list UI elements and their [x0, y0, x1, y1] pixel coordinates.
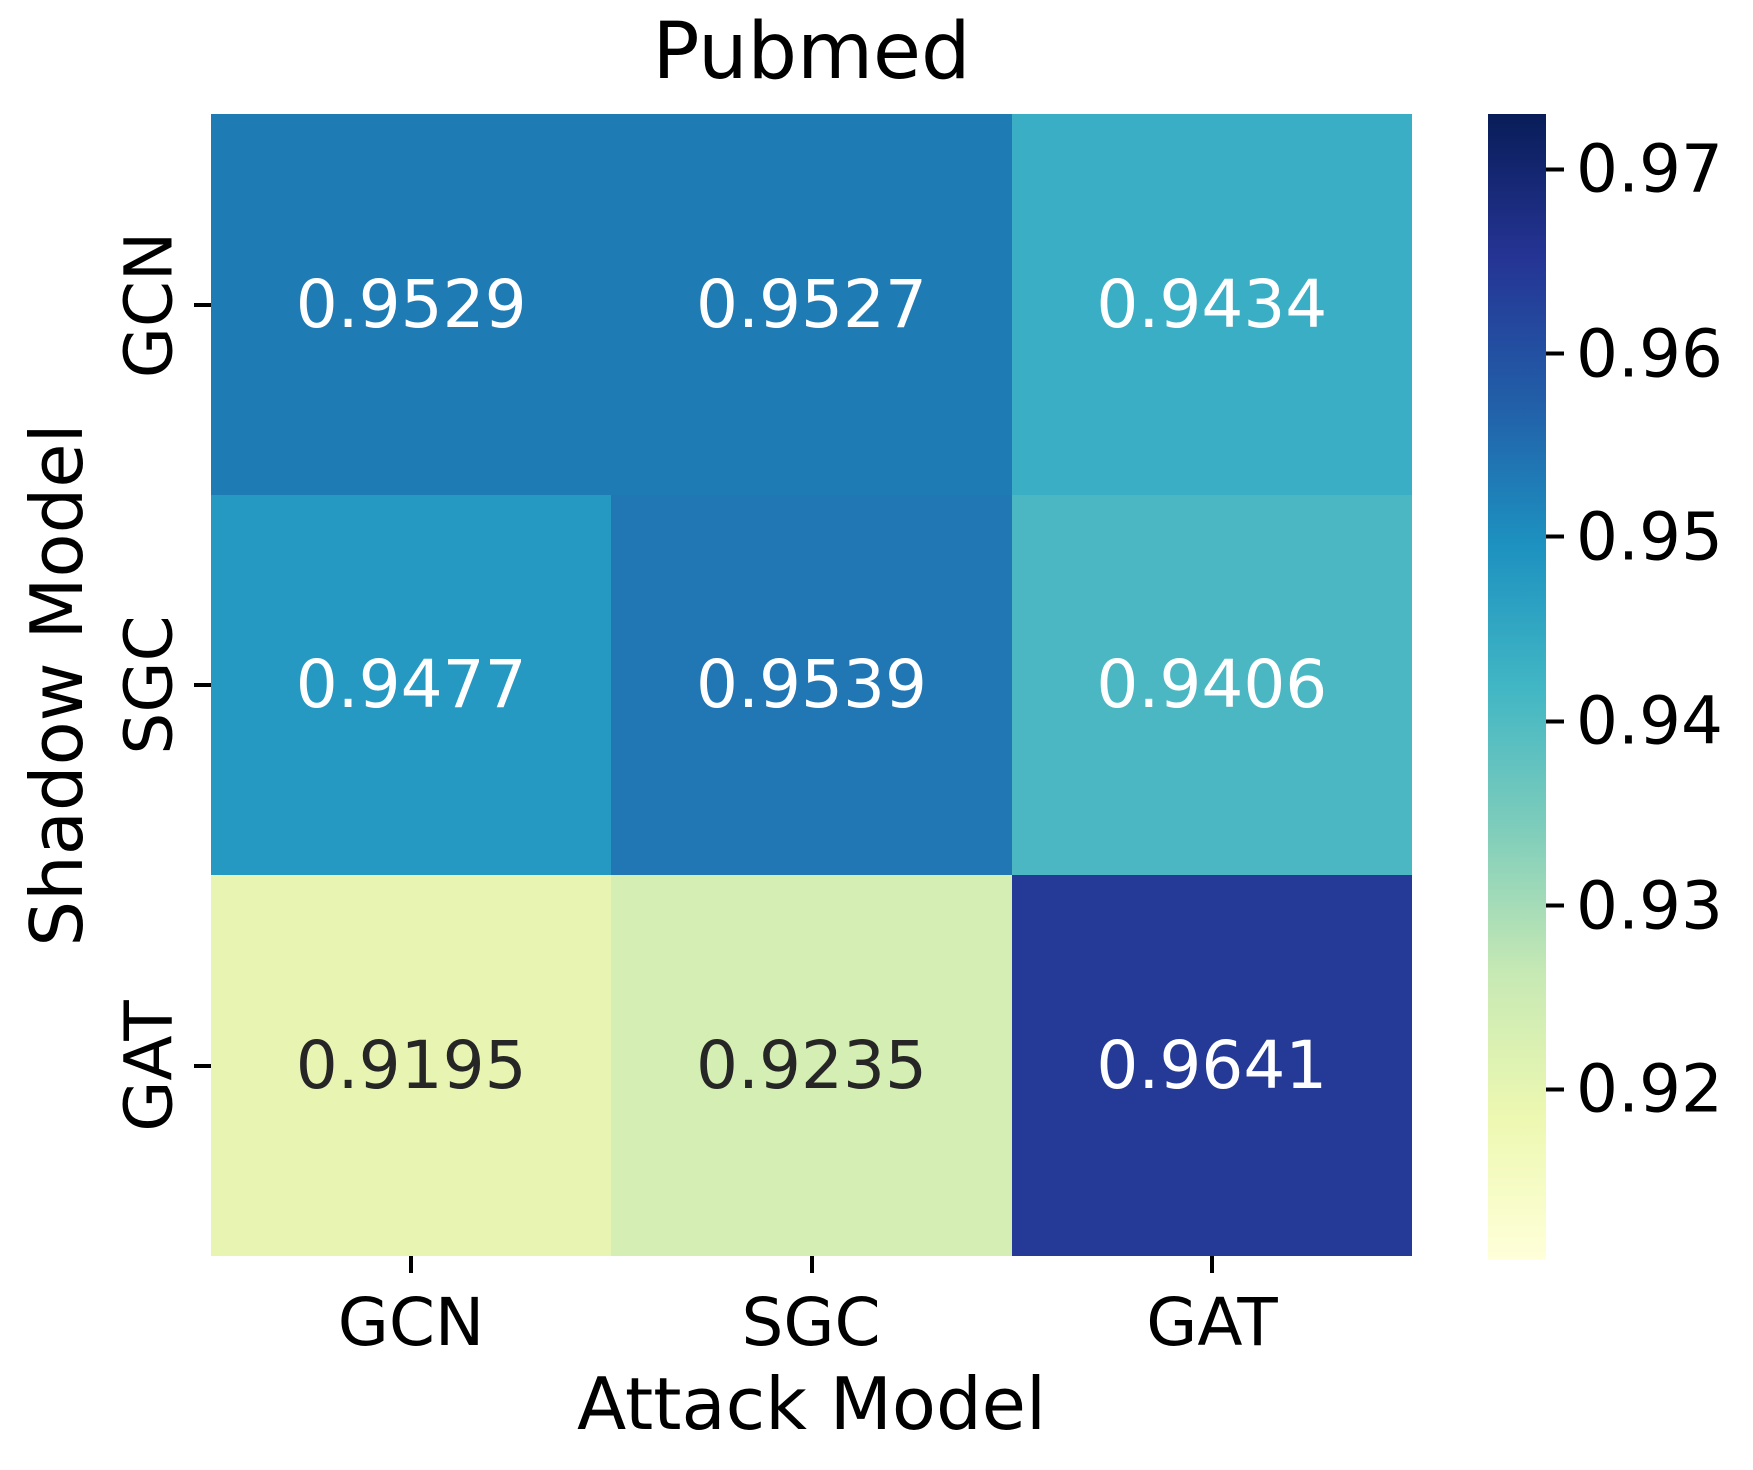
colorbar	[1488, 114, 1546, 1260]
y-tick-mark	[194, 1064, 211, 1068]
colorbar-tick-mark	[1546, 351, 1564, 356]
colorbar-tick-label: 0.92	[1576, 1050, 1723, 1128]
colorbar-tick-label: 0.93	[1576, 867, 1723, 945]
colorbar-tick: 0.93	[1546, 867, 1723, 944]
colorbar-tick-label: 0.94	[1576, 682, 1723, 760]
colorbar-ticks: 0.97 0.96 0.95 0.94 0.93 0.92	[1546, 114, 1752, 1260]
x-axis-label: Attack Model	[577, 1362, 1046, 1446]
heatmap-cell: 0.9529	[211, 114, 612, 495]
heatmap-cell: 0.9477	[211, 494, 612, 876]
x-tick-mark	[409, 1256, 413, 1273]
colorbar-tick: 0.97	[1546, 131, 1723, 208]
heatmap-cell: 0.9406	[1011, 494, 1412, 876]
heatmap-cell: 0.9195	[211, 875, 612, 1256]
colorbar-tick-mark	[1546, 534, 1564, 539]
colorbar-tick-mark	[1546, 167, 1564, 171]
colorbar-tick-mark	[1546, 1087, 1564, 1092]
x-tick-label: GAT	[1146, 1284, 1278, 1361]
colorbar-tick: 0.94	[1546, 683, 1723, 760]
y-tick-mark	[194, 303, 211, 307]
heatmap-cell: 0.9434	[1011, 114, 1412, 495]
colorbar-tick-label: 0.97	[1576, 130, 1723, 208]
heatmap-cell: 0.9527	[611, 114, 1012, 495]
heatmap-cell: 0.9641	[1011, 875, 1412, 1256]
x-tick-mark	[1210, 1256, 1214, 1273]
colorbar-tick-mark	[1546, 719, 1564, 724]
y-tick-mark	[194, 683, 211, 687]
y-tick-label: GCN	[110, 231, 188, 379]
heatmap-cell: 0.9235	[611, 875, 1012, 1256]
y-tick-label: SGC	[110, 615, 188, 755]
chart-title: Pubmed	[652, 7, 971, 97]
heatmap-grid: 0.9529 0.9527 0.9434 0.9477 0.9539 0.940…	[211, 114, 1412, 1256]
colorbar-tick-label: 0.95	[1576, 498, 1723, 576]
x-tick-label: GCN	[337, 1284, 485, 1361]
y-axis-label: Shadow Model	[15, 423, 99, 947]
x-tick-mark	[810, 1256, 814, 1273]
colorbar-tick: 0.95	[1546, 498, 1723, 575]
colorbar-tick: 0.96	[1546, 315, 1723, 392]
colorbar-tick: 0.92	[1546, 1051, 1723, 1128]
y-tick-label: GAT	[110, 1000, 188, 1132]
x-tick-label: SGC	[741, 1284, 881, 1361]
heatmap-cell: 0.9539	[611, 494, 1012, 876]
colorbar-tick-mark	[1546, 903, 1564, 908]
colorbar-tick-label: 0.96	[1576, 315, 1723, 392]
